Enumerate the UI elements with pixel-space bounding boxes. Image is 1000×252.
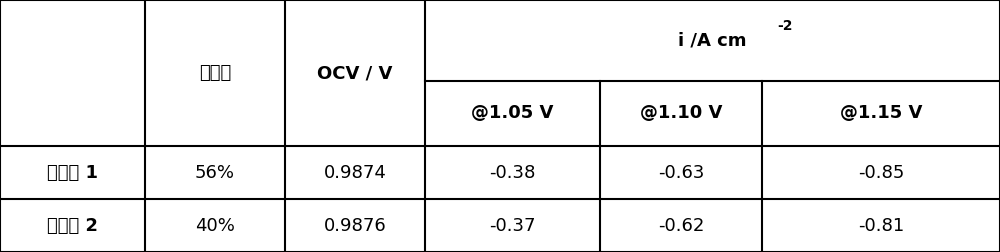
Text: i /A cm: i /A cm — [678, 31, 747, 49]
Text: @1.15 V: @1.15 V — [840, 104, 922, 122]
Text: 孔隙率: 孔隙率 — [199, 64, 231, 82]
Text: -0.62: -0.62 — [658, 216, 704, 235]
Text: @1.10 V: @1.10 V — [640, 104, 722, 122]
Text: -0.81: -0.81 — [858, 216, 904, 235]
Text: @1.05 V: @1.05 V — [471, 104, 554, 122]
Text: 0.9874: 0.9874 — [324, 164, 386, 182]
Text: -0.38: -0.38 — [489, 164, 536, 182]
Text: 实施例 2: 实施例 2 — [47, 216, 98, 235]
Text: -0.63: -0.63 — [658, 164, 704, 182]
Text: 0.9876: 0.9876 — [324, 216, 386, 235]
Text: 56%: 56% — [195, 164, 235, 182]
Text: -0.37: -0.37 — [489, 216, 536, 235]
Text: 40%: 40% — [195, 216, 235, 235]
Text: OCV / V: OCV / V — [317, 64, 393, 82]
Text: -0.85: -0.85 — [858, 164, 904, 182]
Text: -2: -2 — [777, 19, 792, 34]
Text: 实施例 1: 实施例 1 — [47, 164, 98, 182]
